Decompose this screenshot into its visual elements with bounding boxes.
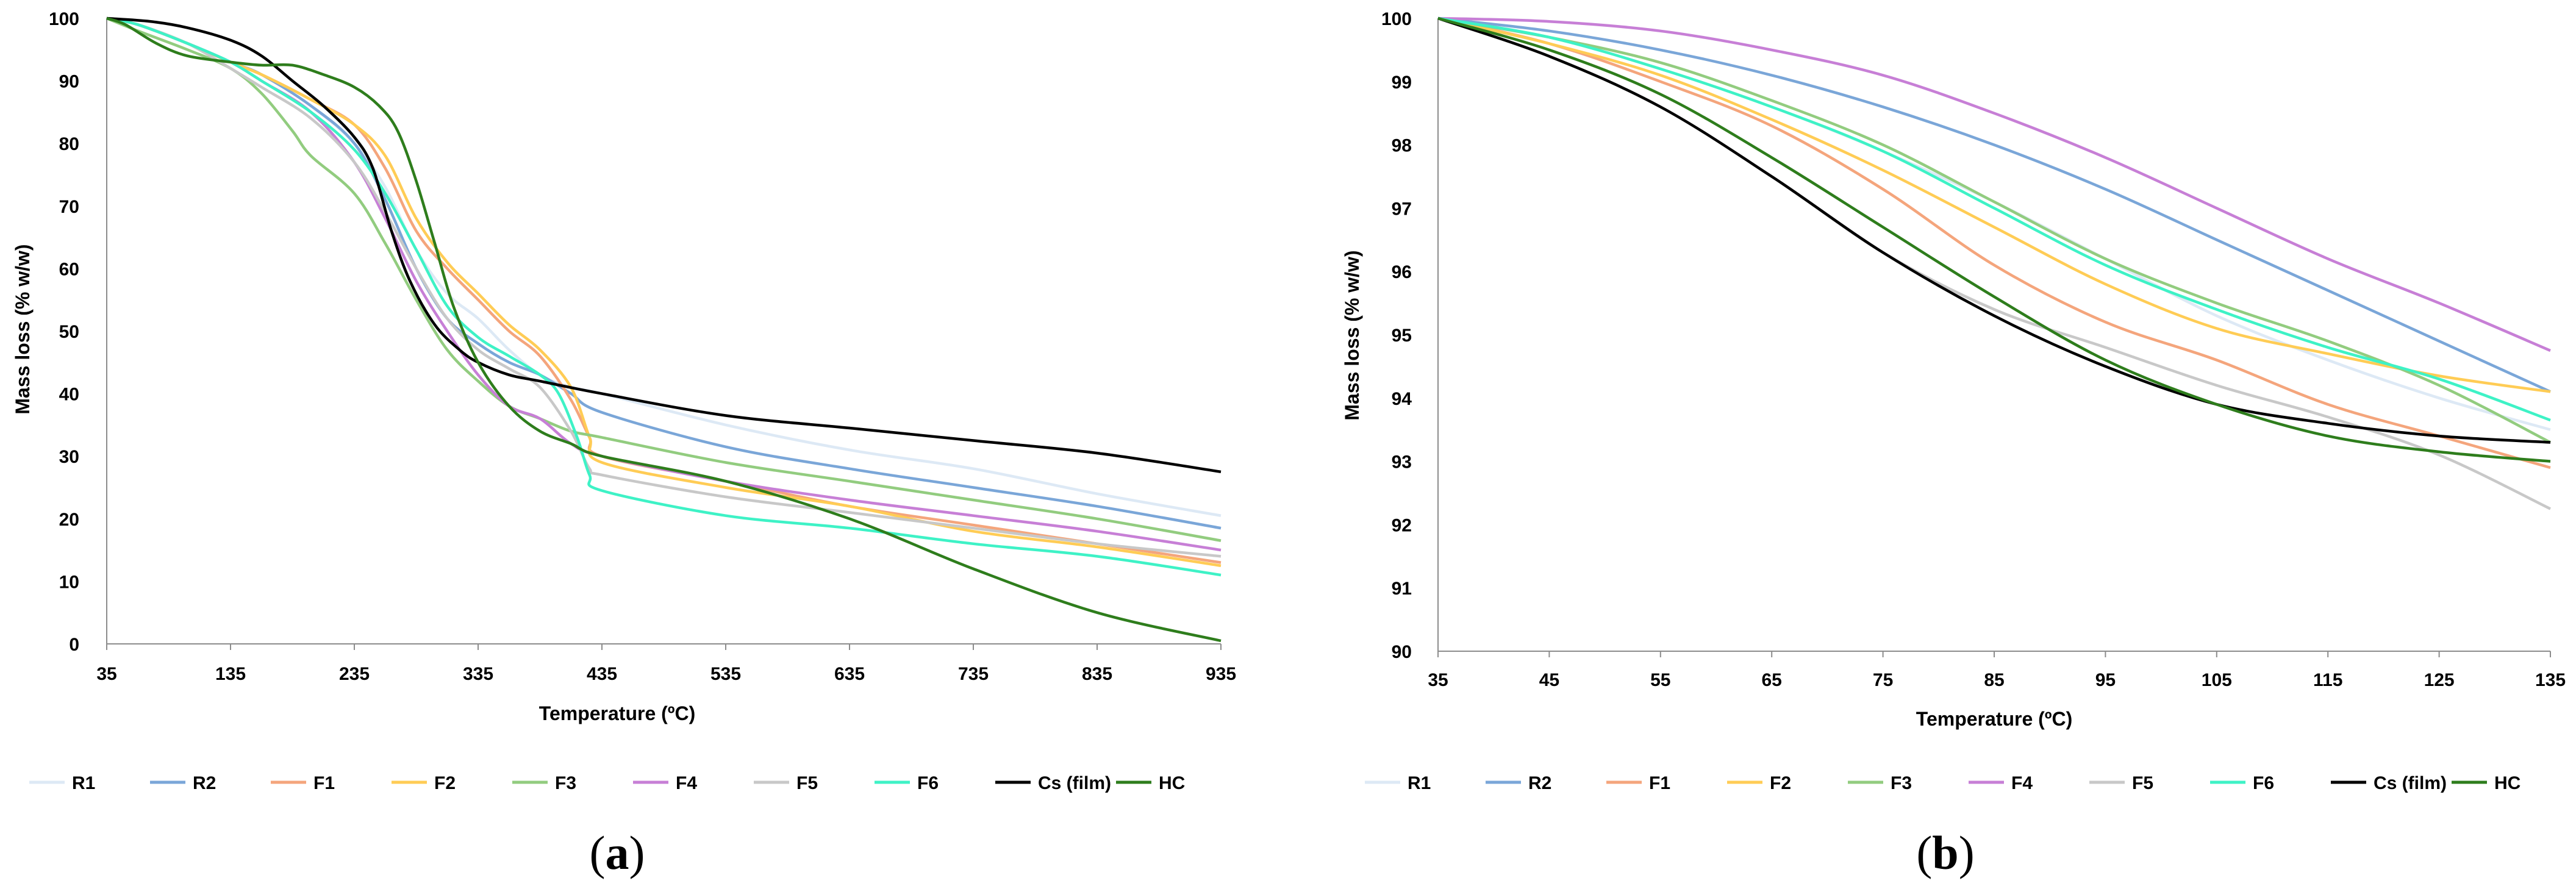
panel-b-series (1437, 16, 2552, 510)
legend-label-r2: R2 (1528, 773, 1551, 793)
legend-label-r2: R2 (193, 773, 216, 793)
legend-label-f6: F6 (917, 773, 939, 793)
legend-label-f4: F4 (676, 773, 697, 793)
x-tick-label: 85 (1984, 670, 2004, 690)
legend-label-f6: F6 (2253, 773, 2274, 793)
panel-a-legend: R1 R2 F1 F2 F3 F4 F5 F6 Cs (film) HC (29, 773, 1185, 793)
series-line-r2 (1437, 16, 2551, 393)
legend-label-f5: F5 (2132, 773, 2153, 793)
x-tick-label: 105 (2202, 670, 2232, 690)
y-tick-label: 20 (59, 510, 79, 530)
x-tick-label: 75 (1873, 670, 1893, 690)
x-tick-label: 65 (1762, 670, 1782, 690)
legend-label-hc: HC (2494, 773, 2521, 793)
series-line-f5 (106, 16, 1222, 558)
legend-label-f3: F3 (1891, 773, 1912, 793)
legend-label-f4: F4 (2011, 773, 2033, 793)
panel-a-y-axis-label: Mass loss (% w/w) (12, 244, 34, 414)
y-tick-label: 97 (1392, 199, 1412, 219)
y-tick-label: 0 (69, 635, 79, 655)
y-tick-label: 10 (59, 572, 79, 592)
x-tick-label: 435 (587, 664, 617, 684)
series-line-cs-film (106, 16, 1222, 474)
y-tick-label: 50 (59, 322, 79, 342)
legend-label-f2: F2 (1770, 773, 1791, 793)
legend-label-cs-film: Cs (film) (1038, 773, 1111, 793)
panel-b-axes (1437, 18, 2551, 657)
legend-label-r1: R1 (72, 773, 95, 793)
x-tick-label: 535 (710, 664, 741, 684)
y-tick-label: 96 (1392, 262, 1412, 282)
y-tick-label: 93 (1392, 452, 1412, 473)
series-line-f1 (106, 16, 1222, 564)
y-tick-label: 98 (1392, 136, 1412, 156)
legend-label-f1: F1 (1649, 773, 1670, 793)
x-tick-label: 135 (215, 664, 246, 684)
panel-a-letter: a (606, 826, 629, 879)
panel-b-x-axis-label: Temperature (ºC) (1916, 708, 2072, 730)
series-line-cs-film (1437, 16, 2551, 444)
panel-a-axes (106, 18, 1222, 650)
series-line-f3 (1437, 16, 2552, 444)
x-tick-label: 335 (463, 664, 493, 684)
panel-b-chart: 35 45 55 65 75 85 95 105 115 125 135 90 91 92 93 94 95 96… (1341, 9, 2566, 879)
x-tick-label: 835 (1082, 664, 1112, 684)
x-tick-label: 135 (2535, 670, 2566, 690)
series-line-f2 (1437, 16, 2551, 393)
series-line-hc (106, 16, 1222, 643)
y-tick-label: 100 (1381, 9, 1412, 29)
x-tick-label: 55 (1650, 670, 1670, 690)
y-tick-label: 92 (1392, 515, 1412, 535)
legend-label-f1: F1 (313, 773, 335, 793)
x-tick-label: 235 (339, 664, 370, 684)
series-line-hc (1437, 16, 2551, 463)
y-tick-label: 60 (59, 259, 79, 279)
x-tick-label: 735 (958, 664, 989, 684)
y-tick-label: 95 (1392, 326, 1412, 346)
y-tick-label: 99 (1392, 73, 1412, 93)
panel-b-letter: b (1932, 826, 1958, 879)
panel-b-label: (b) (1916, 826, 1974, 879)
legend-label-f3: F3 (555, 773, 576, 793)
panel-a-label: (a) (590, 826, 645, 879)
series-line-f6 (106, 16, 1222, 577)
legend-label-r1: R1 (1408, 773, 1431, 793)
y-tick-label: 100 (49, 9, 79, 29)
x-tick-label: 635 (834, 664, 865, 684)
y-tick-label: 80 (59, 134, 79, 154)
y-tick-label: 70 (59, 197, 79, 217)
series-line-f2 (106, 16, 1222, 568)
panel-a-chart: 35 135 235 335 435 535 635 735 835 935 0 10 20 30 40 50… (12, 9, 1236, 879)
series-line-f1 (1437, 16, 2551, 469)
y-tick-label: 30 (59, 447, 79, 467)
series-line-f6 (1437, 16, 2551, 422)
x-tick-label: 935 (1206, 664, 1236, 684)
x-tick-label: 115 (2313, 670, 2342, 690)
panel-a-x-axis-label: Temperature (ºC) (539, 702, 695, 724)
panel-b-legend: R1 R2 F1 F2 F3 F4 F5 F6 Cs (film) HC (1365, 773, 2521, 793)
panel-b-tick-labels: 35 45 55 65 75 85 95 105 115 125 135 90 91 92 93 94 95 96… (1381, 9, 2566, 690)
y-tick-label: 90 (59, 72, 79, 92)
panel-b-y-axis-label: Mass loss (% w/w) (1341, 250, 1363, 420)
x-tick-label: 35 (1428, 670, 1448, 690)
legend-label-hc: HC (1159, 773, 1185, 793)
legend-label-f2: F2 (434, 773, 456, 793)
x-tick-label: 95 (2095, 670, 2116, 690)
panel-a-series (106, 16, 1222, 643)
series-line-f4 (106, 16, 1222, 552)
legend-label-f5: F5 (796, 773, 818, 793)
x-tick-label: 125 (2424, 670, 2455, 690)
x-tick-label: 35 (96, 664, 116, 684)
y-tick-label: 90 (1392, 642, 1412, 662)
y-tick-label: 91 (1392, 579, 1412, 599)
y-tick-label: 94 (1392, 389, 1412, 409)
series-line-f3 (106, 16, 1222, 542)
panel-a-tick-labels: 35 135 235 335 435 535 635 735 835 935 0 10 20 30 40 50… (49, 9, 1236, 684)
legend-label-cs-film: Cs (film) (2374, 773, 2447, 793)
series-line-f4 (1437, 16, 2551, 352)
x-tick-label: 45 (1539, 670, 1559, 690)
y-tick-label: 40 (59, 385, 79, 405)
